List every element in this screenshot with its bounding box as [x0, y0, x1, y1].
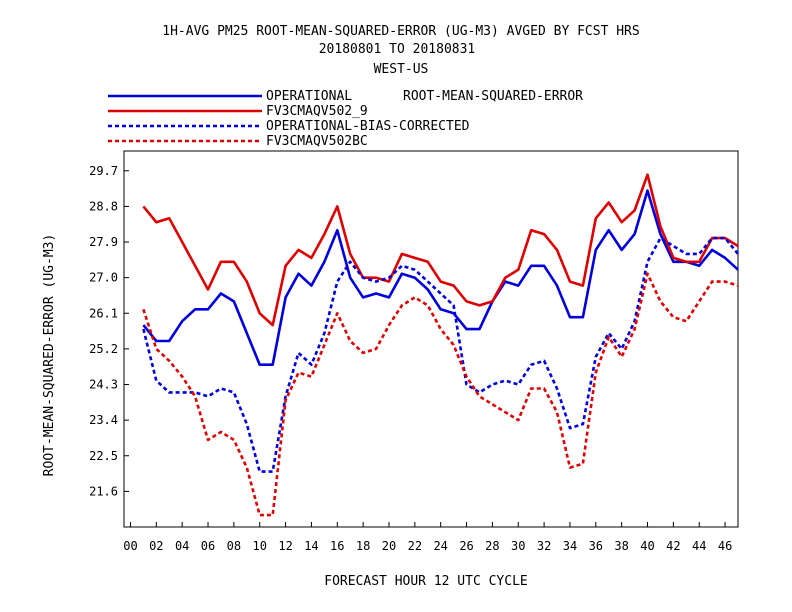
title-line-1: 1H-AVG PM25 ROOT-MEAN-SQUARED-ERROR (UG-… [162, 24, 639, 39]
series-line-1 [142, 189, 739, 367]
x-tick-label: 08 [227, 539, 241, 553]
x-tick-label: 14 [304, 539, 318, 553]
x-tick-label: 36 [589, 539, 603, 553]
legend: OPERATIONALFV3CMAQV502_9OPERATIONAL-BIAS… [108, 89, 470, 149]
legend-label-4: FV3CMAQV502BC [266, 134, 368, 149]
x-tick-label: 22 [408, 539, 422, 553]
title-line-2: 20180801 TO 20180831 [319, 42, 476, 57]
y-tick-label: 29.7 [89, 164, 118, 178]
x-tick-label: 34 [563, 539, 577, 553]
y-axis-label: ROOT-MEAN-SQUARED-ERROR (UG-M3) [42, 234, 57, 477]
x-tick-label: 26 [459, 539, 473, 553]
series-line-2 [142, 173, 739, 327]
title-line-3: WEST-US [374, 62, 429, 77]
legend-metric-label: ROOT-MEAN-SQUARED-ERROR [403, 89, 583, 104]
x-tick-label: 18 [356, 539, 370, 553]
x-tick-label: 24 [433, 539, 447, 553]
y-tick-label: 27.0 [89, 271, 118, 285]
legend-label-1: OPERATIONAL [266, 89, 352, 104]
x-tick-label: 46 [718, 539, 732, 553]
x-tick-label: 28 [485, 539, 499, 553]
legend-label-2: FV3CMAQV502_9 [266, 104, 368, 119]
x-tick-label: 40 [640, 539, 654, 553]
x-tick-label: 10 [252, 539, 266, 553]
legend-label-3: OPERATIONAL-BIAS-CORRECTED [266, 119, 470, 134]
x-tick-label: 44 [692, 539, 706, 553]
x-tick-label: 20 [382, 539, 396, 553]
x-axis-label: FORECAST HOUR 12 UTC CYCLE [324, 574, 528, 589]
x-tick-label: 16 [330, 539, 344, 553]
series-line-3 [142, 236, 740, 473]
x-axis: 00 02 04 06 08 10 12 14 16 18 20 22 24 26 28 30 32 34 36 38… [123, 522, 732, 553]
y-tick-label: 24.3 [89, 378, 118, 392]
y-tick-label: 27.9 [89, 235, 118, 249]
y-tick-label: 25.2 [89, 342, 118, 356]
x-tick-label: 02 [149, 539, 163, 553]
y-axis: 21.6 22.5 23.4 24.3 25.2 26.1 27.0 27.9 28.8 29.7 [89, 164, 129, 498]
y-tick-label: 28.8 [89, 199, 118, 213]
x-tick-label: 04 [175, 539, 189, 553]
y-tick-label: 23.4 [89, 413, 118, 427]
x-tick-label: 32 [537, 539, 551, 553]
x-tick-label: 00 [123, 539, 137, 553]
x-tick-label: 06 [201, 539, 215, 553]
x-tick-label: 30 [511, 539, 525, 553]
y-tick-label: 22.5 [89, 449, 118, 463]
x-tick-label: 42 [666, 539, 680, 553]
x-tick-label: 38 [614, 539, 628, 553]
chart-title: 1H-AVG PM25 ROOT-MEAN-SQUARED-ERROR (UG-… [162, 24, 639, 77]
x-tick-label: 12 [278, 539, 292, 553]
plot-frame [123, 150, 739, 528]
y-tick-label: 21.6 [89, 484, 118, 498]
series-line-4 [142, 272, 739, 517]
plot-series [142, 173, 740, 517]
y-tick-label: 26.1 [89, 306, 118, 320]
